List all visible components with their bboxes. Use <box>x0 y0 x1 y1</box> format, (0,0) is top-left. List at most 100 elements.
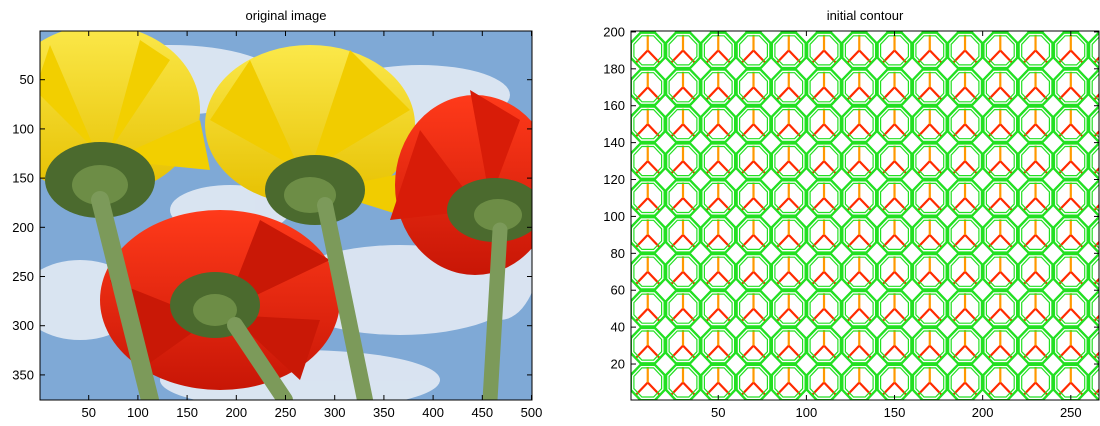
contour-octagon-inner <box>1091 220 1099 250</box>
contour-inner-branch <box>823 197 838 212</box>
left-y-tick-label: 350 <box>12 367 34 382</box>
contour-octagon <box>631 142 666 181</box>
contour-octagon-inner <box>1021 145 1051 177</box>
contour-inner-branch <box>1022 381 1037 397</box>
contour-octagon-inner <box>1056 72 1086 103</box>
contour-inner-branch <box>1022 86 1037 101</box>
contour-octagon-inner <box>740 0 768 28</box>
contour-inner-branch <box>705 234 720 249</box>
contour-octagon-inner <box>1021 293 1051 324</box>
contour-octagon-inner <box>1091 183 1099 213</box>
contour-octagon <box>674 31 692 33</box>
contour-octagon <box>1017 105 1054 144</box>
contour-inner-branch <box>682 271 697 286</box>
contour-octagon-inner <box>844 145 874 177</box>
contour-inner-branch <box>740 381 755 397</box>
contour-inner-branch <box>1070 49 1084 65</box>
contour-octagon-inner <box>950 145 980 177</box>
contour-inner-branch <box>916 160 931 175</box>
left-x-tick-label: 200 <box>225 405 247 420</box>
contour-inner-branch <box>669 160 684 175</box>
contour-inner-branch <box>717 86 732 101</box>
contour-inner-branch <box>810 234 825 249</box>
contour-octagon <box>638 31 657 33</box>
contour-octagon-inner <box>1021 35 1051 66</box>
contour-octagon-inner <box>1091 109 1099 139</box>
contour-octagon <box>631 252 666 291</box>
contour-inner-branch <box>646 123 661 138</box>
contour-inner-branch <box>1070 86 1084 101</box>
right-x-tick-label: 100 <box>796 405 818 420</box>
contour-inner-branch <box>999 344 1014 360</box>
contour-octagon-inner <box>844 182 874 214</box>
contour-inner-branch <box>787 307 802 323</box>
contour-octagon-inner <box>879 108 910 140</box>
contour-inner-branch <box>999 271 1014 286</box>
contour-octagon-inner <box>915 256 945 287</box>
contour-inner-branch <box>1034 381 1049 397</box>
contour-inner-branch <box>858 123 873 138</box>
contour-inner-branch <box>1034 160 1049 175</box>
contour-octagon <box>805 289 843 328</box>
contour-octagon <box>664 142 702 181</box>
contour-inner-branch <box>683 13 695 26</box>
right-axes-box <box>630 30 1100 401</box>
contour-inner-branch <box>1022 271 1037 286</box>
contour-octagon <box>1017 289 1054 328</box>
contour-inner-branch <box>951 234 966 249</box>
contour-inner-branch <box>1022 234 1037 249</box>
right-x-tick-label: 50 <box>711 405 725 420</box>
contour-octagon <box>841 31 878 70</box>
contour-octagon <box>664 252 702 291</box>
contour-octagon <box>911 363 948 400</box>
contour-octagon-inner <box>916 0 944 28</box>
contour-inner-branch <box>717 381 732 397</box>
contour-octagon <box>664 326 702 365</box>
contour-octagon <box>1061 31 1080 33</box>
contour-inner-branch <box>634 344 649 360</box>
contour-octagon-inner <box>1056 256 1086 287</box>
contour-inner-branch <box>858 49 873 65</box>
contour-octagon <box>982 179 1019 217</box>
contour-octagon-inner <box>1091 331 1099 360</box>
contour-octagon-inner <box>703 72 733 103</box>
contour-octagon <box>841 363 878 400</box>
right-y-tick-label: 60 <box>611 283 625 298</box>
contour-octagon <box>1087 289 1099 328</box>
contour-octagon-inner <box>738 330 769 361</box>
contour-inner-branch <box>1070 197 1084 212</box>
contour-octagon-inner <box>774 108 804 140</box>
contour-inner-branch <box>705 49 720 65</box>
contour-inner-branch <box>916 197 931 212</box>
contour-octagon <box>876 252 913 291</box>
contour-octagon-inner <box>1056 219 1086 250</box>
contour-inner-branch <box>752 197 767 212</box>
contour-inner-branch <box>740 271 755 286</box>
contour-inner-branch <box>964 234 979 249</box>
contour-octagon-inner <box>633 293 663 324</box>
contour-octagon-inner <box>1092 0 1100 28</box>
right-y-tick-label: 140 <box>603 135 625 150</box>
contour-octagon <box>1017 142 1054 181</box>
contour-octagon-inner <box>1091 294 1099 323</box>
contour-inner-branch <box>634 234 649 249</box>
contour-inner-branch <box>987 197 1002 212</box>
contour-inner-branch <box>1022 49 1037 65</box>
contour-octagon-inner <box>809 35 839 66</box>
left-y-tick-label: 150 <box>12 171 34 186</box>
contour-inner-branch <box>951 344 966 360</box>
contour-inner-branch <box>999 307 1014 323</box>
left-x-tick-label: 50 <box>81 405 95 420</box>
contour-octagon <box>911 179 948 217</box>
contour-inner-branch <box>823 86 838 101</box>
contour-inner-branch <box>646 86 661 101</box>
contour-octagon <box>1017 363 1054 400</box>
contour-inner-branch <box>1070 344 1084 360</box>
contour-octagon-inner <box>950 72 980 103</box>
contour-octagon <box>700 31 737 70</box>
contour-octagon <box>982 215 1019 254</box>
contour-inner-branch <box>987 307 1002 323</box>
contour-octagon <box>876 31 913 70</box>
contour-inner-branch <box>964 197 979 212</box>
contour-octagon-inner <box>668 367 698 398</box>
